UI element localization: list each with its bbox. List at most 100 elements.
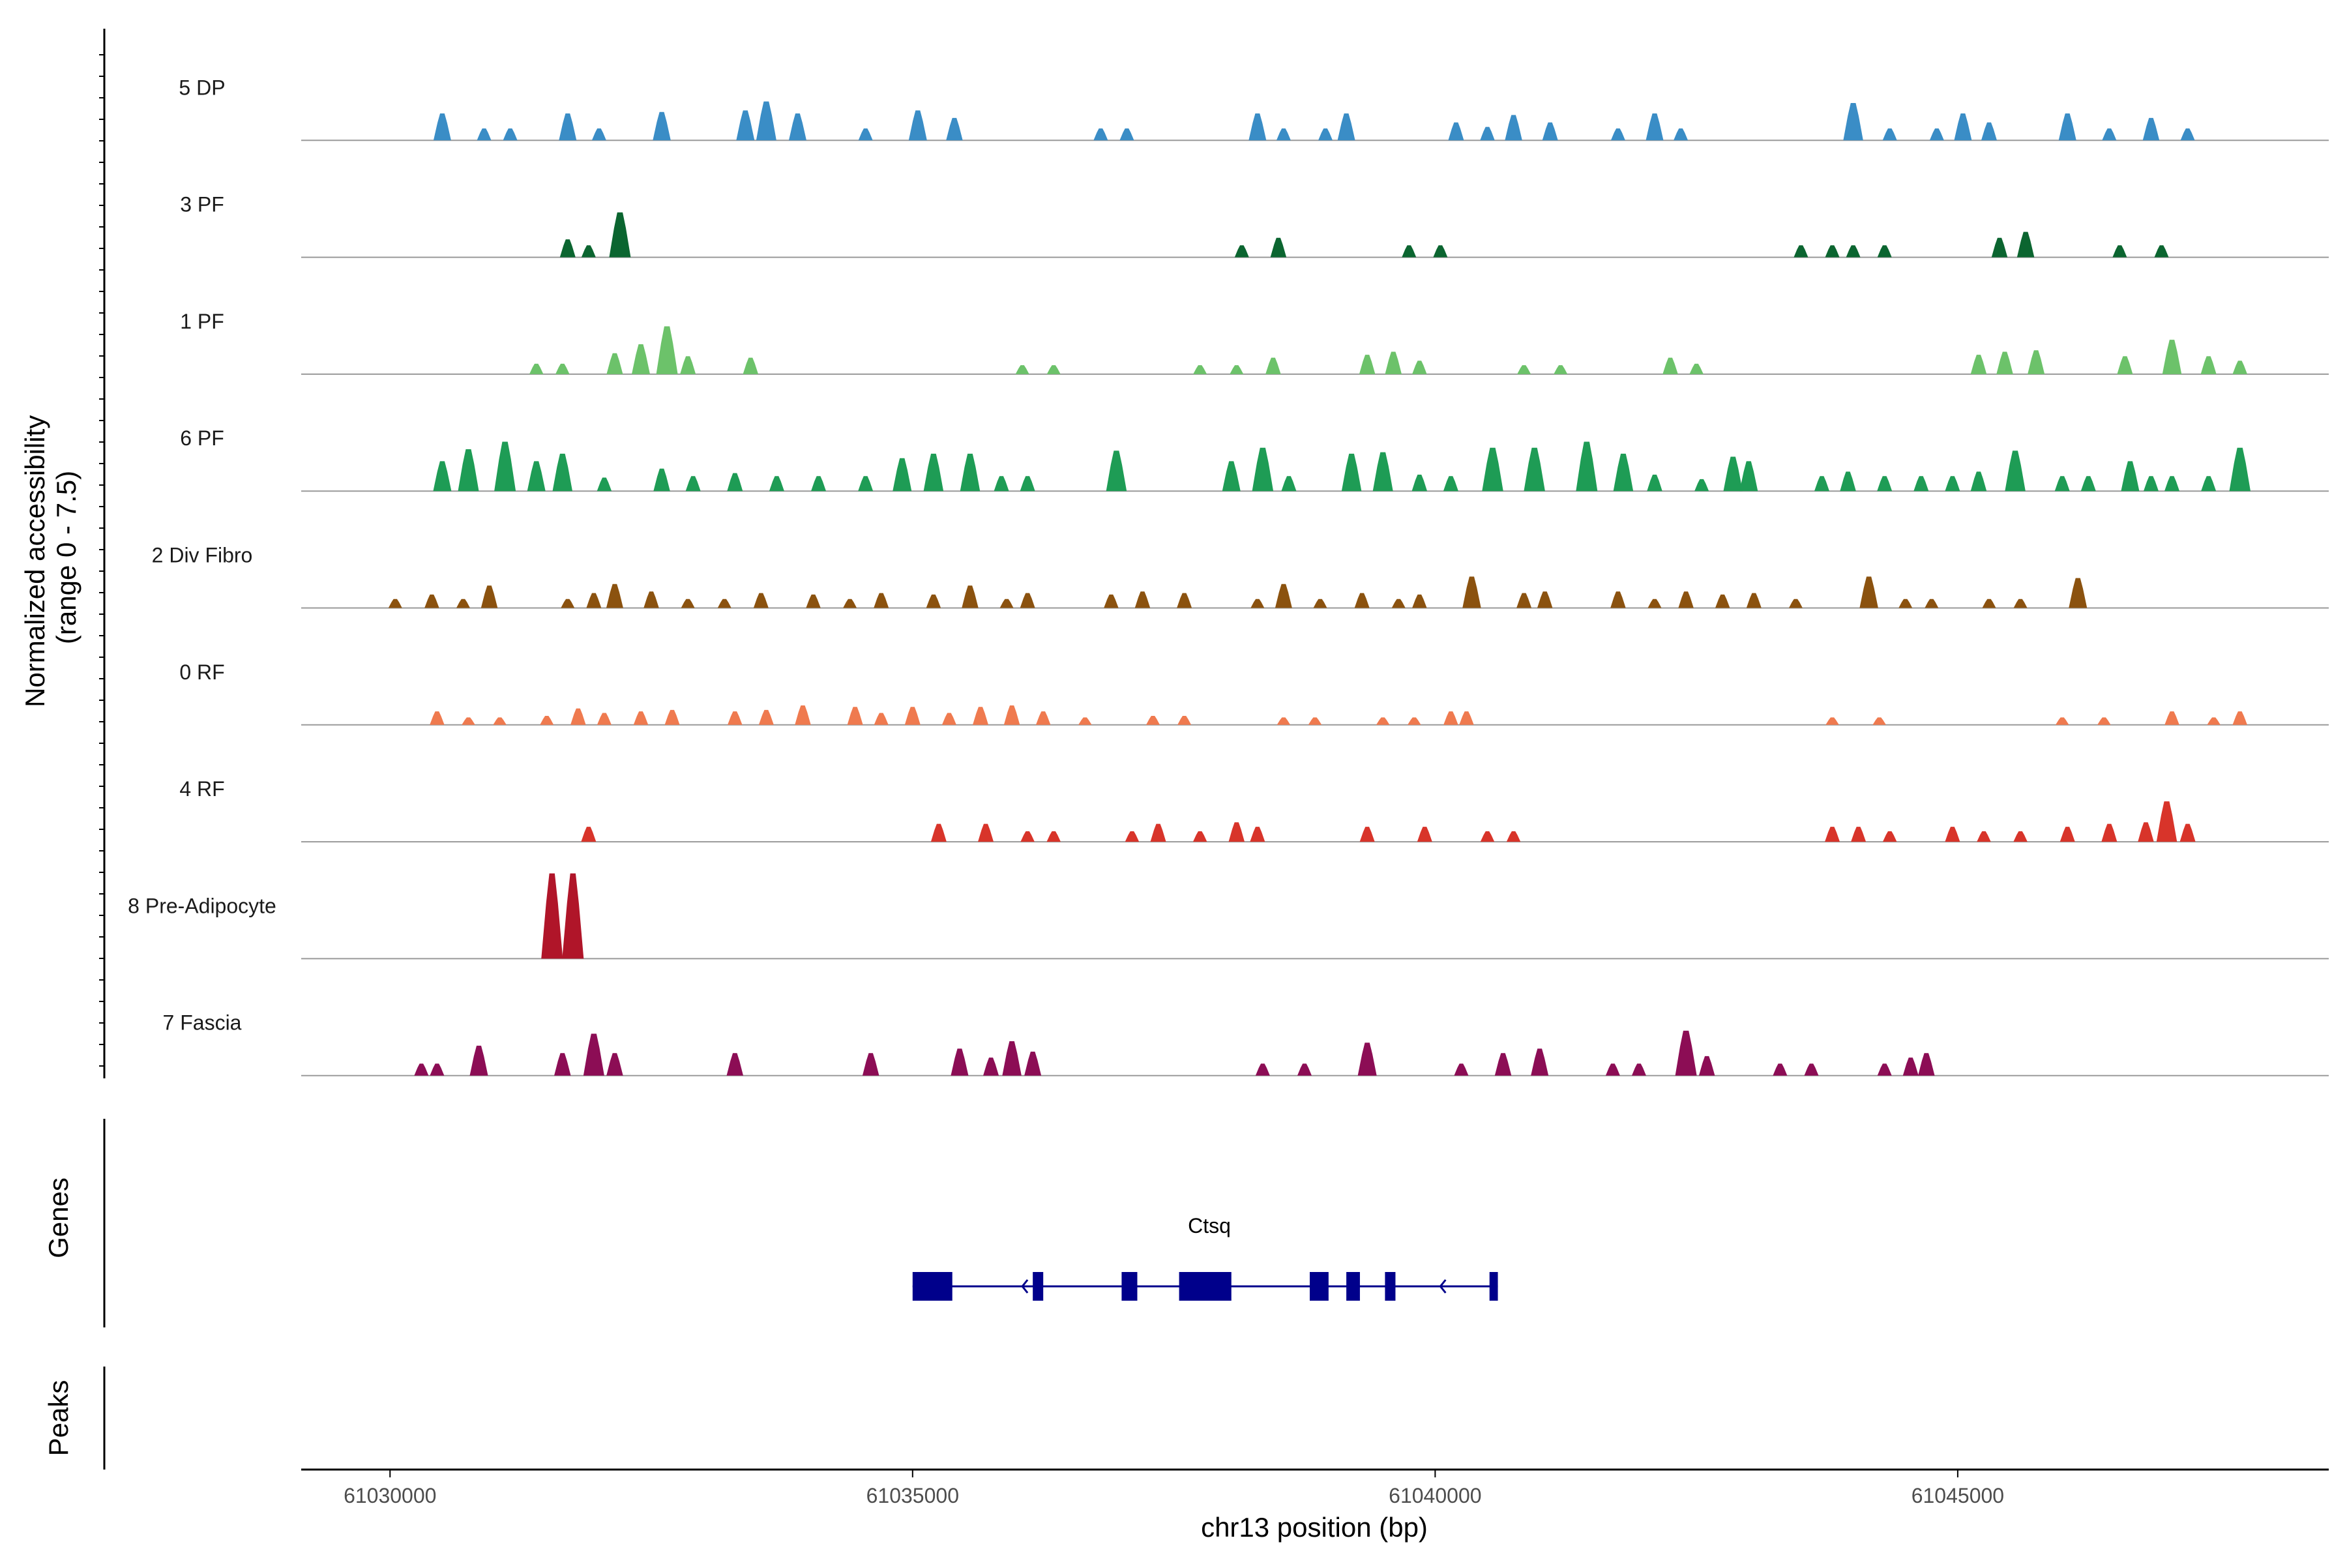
- coverage-peak: [1177, 716, 1192, 725]
- coverage-peak: [2080, 476, 2096, 492]
- coverage-peak: [559, 239, 576, 258]
- coverage-peak: [606, 353, 623, 374]
- coverage-peak: [923, 453, 944, 492]
- coverage-peak: [1046, 365, 1061, 374]
- coverage-peak: [1391, 599, 1406, 608]
- coverage-peak: [1554, 365, 1568, 374]
- coverage-peak: [554, 1053, 571, 1076]
- coverage-peak: [1020, 476, 1035, 492]
- coverage-peak: [2164, 476, 2180, 492]
- track-0-rf: 0 RF: [179, 660, 2329, 726]
- coverage-peak: [1929, 128, 1944, 141]
- coverage-peak: [1846, 245, 1861, 258]
- coverage-peak: [756, 101, 776, 141]
- coverage-peak: [1694, 479, 1709, 492]
- gene-exon: [1385, 1272, 1396, 1301]
- coverage-peak: [1046, 831, 1061, 842]
- coverage-peak: [2138, 822, 2154, 842]
- strand-arrow: [1439, 1279, 1447, 1294]
- coverage-peak: [1851, 827, 1867, 842]
- coverage-peak: [1146, 716, 1160, 725]
- coverage-peak: [941, 713, 956, 725]
- coverage-peak: [1872, 717, 1886, 725]
- coverage-peak: [1970, 355, 1987, 374]
- coverage-peak: [847, 707, 863, 725]
- coverage-peak: [2101, 823, 2118, 842]
- coverage-peak: [769, 476, 784, 492]
- coverage-peak: [1613, 453, 1634, 492]
- coverage-peak: [1859, 576, 1878, 608]
- coverage-peak: [1605, 1063, 1620, 1076]
- coverage-peak: [493, 717, 507, 725]
- coverage-peak: [1516, 593, 1532, 608]
- coverage-peak: [633, 711, 649, 725]
- coverage-peak: [1443, 476, 1458, 492]
- coverage-peak: [527, 461, 546, 492]
- coverage-peak: [728, 711, 743, 725]
- track-1-pf: 1 PF: [180, 310, 2329, 375]
- gene-label: Ctsq: [1188, 1214, 1231, 1237]
- coverage-peak: [433, 461, 452, 492]
- coverage-peak: [424, 594, 439, 608]
- coverage-peak: [583, 1033, 604, 1076]
- coverage-peak: [1003, 705, 1020, 725]
- coverage-peak: [1537, 591, 1553, 608]
- coverage-peak: [1106, 451, 1127, 492]
- coverage-peak: [430, 711, 445, 725]
- coverage-peak: [795, 705, 811, 725]
- coverage-peak: [2121, 461, 2140, 492]
- coverage-peak: [858, 128, 873, 141]
- coverage-peak: [1925, 599, 1939, 608]
- coverage-peak: [1646, 113, 1664, 141]
- coverage-peak: [874, 593, 889, 608]
- y-axis-title-line1: Normalized accessibility: [20, 415, 50, 707]
- coverage-peak: [1454, 1063, 1469, 1076]
- coverage-peak: [1276, 128, 1291, 141]
- coverage-peak: [1020, 593, 1035, 608]
- track-2-div-fibro: 2 Div Fibro: [152, 544, 2329, 609]
- coverage-peak: [1357, 1043, 1377, 1076]
- coverage-peak: [494, 441, 516, 492]
- coverage-peak: [994, 476, 1009, 492]
- coverage-peak: [1270, 237, 1287, 258]
- coverage-peak: [1531, 1048, 1549, 1076]
- coverage-peak: [743, 357, 759, 374]
- coverage-peak: [946, 117, 963, 141]
- coverage-peak: [2117, 356, 2133, 374]
- coverage-peak: [1411, 474, 1428, 492]
- coverage-peak: [1814, 476, 1829, 492]
- coverage-peak: [1359, 827, 1375, 842]
- coverage-peak: [2069, 578, 2088, 608]
- coverage-peak: [1313, 599, 1327, 608]
- coverage-peak: [904, 707, 921, 725]
- track-label: 3 PF: [180, 193, 224, 216]
- coverage-peak: [1482, 447, 1503, 492]
- coverage-peak: [1825, 717, 1839, 725]
- coverage-peak: [555, 363, 570, 374]
- x-tick-label: 61045000: [1912, 1484, 2004, 1507]
- coverage-peak: [908, 110, 927, 141]
- coverage-peak: [758, 709, 774, 725]
- coverage-peak: [717, 599, 731, 608]
- coverage-peak: [1698, 1056, 1715, 1076]
- coverage-peak: [562, 873, 584, 959]
- coverage-peak: [1480, 126, 1495, 141]
- coverage-peak: [962, 585, 979, 608]
- gene-exon: [1489, 1272, 1498, 1301]
- coverage-peak: [1506, 831, 1521, 842]
- coverage-peak: [1647, 599, 1662, 608]
- coverage-peak: [581, 827, 597, 842]
- y-axis-title: Normalized accessibility (range 0 - 7.5): [20, 407, 81, 707]
- coverage-peak: [1674, 128, 1689, 141]
- coverage-peak: [1433, 245, 1448, 258]
- coverage-peak: [1793, 245, 1808, 258]
- coverage-peak: [2200, 356, 2217, 374]
- coverage-peak: [1981, 122, 1997, 141]
- coverage-peak: [1576, 441, 1598, 492]
- gene-exon: [1346, 1272, 1360, 1301]
- coverage-peak: [541, 873, 563, 959]
- coverage-peak: [1840, 471, 1856, 492]
- coverage-peak: [591, 128, 606, 141]
- peaks-panel-title: Peaks: [43, 1380, 74, 1457]
- coverage-peak: [1877, 245, 1892, 258]
